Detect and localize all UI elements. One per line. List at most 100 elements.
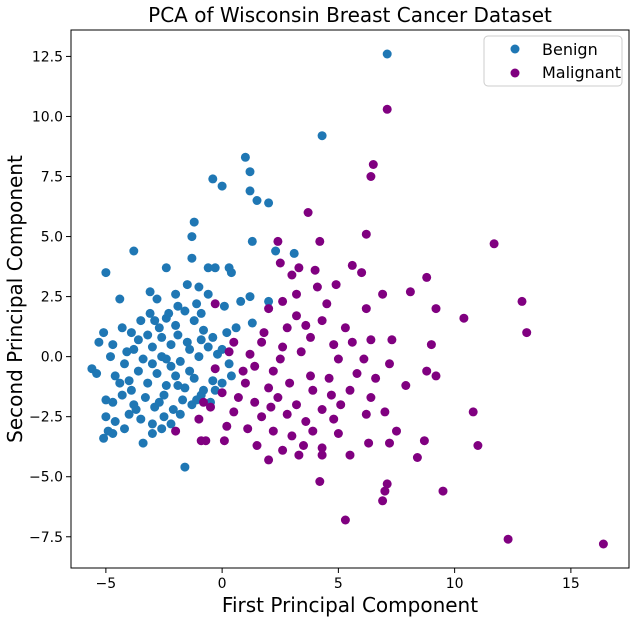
point-benign-3	[245, 167, 255, 177]
x-tick-label: 5	[334, 576, 343, 592]
point-malignant-16	[312, 282, 322, 292]
point-benign-12	[129, 246, 139, 256]
point-benign-90	[110, 417, 120, 426]
point-malignant-32	[340, 323, 350, 333]
point-malignant-22	[322, 299, 332, 309]
point-malignant-31	[317, 316, 327, 326]
point-benign-94	[159, 412, 169, 422]
x-tick-label: 0	[218, 576, 227, 592]
y-tick-label: 7.5	[41, 170, 63, 186]
point-benign-119	[122, 347, 132, 357]
point-malignant-87	[252, 441, 262, 450]
point-malignant-106	[598, 539, 608, 549]
point-benign-112	[166, 361, 176, 371]
y-tick-label: −2.5	[29, 410, 63, 426]
point-malignant-62	[273, 393, 283, 402]
point-benign-84	[168, 405, 178, 414]
point-benign-45	[199, 325, 208, 335]
point-malignant-88	[278, 445, 288, 455]
point-malignant-57	[326, 390, 336, 400]
point-malignant-41	[296, 347, 306, 357]
point-benign-1	[317, 131, 327, 141]
point-benign-49	[247, 318, 257, 328]
point-malignant-110	[206, 402, 215, 412]
point-benign-18	[203, 263, 213, 273]
point-malignant-46	[268, 366, 278, 376]
point-malignant-20	[378, 289, 388, 299]
point-malignant-71	[329, 414, 339, 424]
point-benign-126	[217, 344, 227, 354]
point-malignant-80	[308, 426, 318, 436]
point-malignant-34	[329, 340, 339, 350]
point-malignant-73	[380, 407, 390, 417]
point-benign-76	[217, 378, 227, 388]
point-benign-67	[133, 366, 143, 376]
point-malignant-98	[412, 453, 422, 462]
point-benign-4	[208, 174, 218, 184]
point-malignant-59	[401, 381, 411, 390]
point-malignant-49	[352, 369, 362, 378]
point-benign-78	[108, 397, 118, 407]
point-malignant-105	[503, 534, 513, 544]
point-benign-109	[196, 308, 206, 318]
point-malignant-19	[292, 289, 301, 299]
point-malignant-107	[210, 299, 220, 309]
point-benign-125	[226, 371, 236, 381]
legend-label-benign: Benign	[542, 40, 598, 59]
point-benign-106	[164, 308, 174, 318]
point-malignant-35	[347, 337, 357, 347]
point-benign-15	[289, 248, 299, 258]
point-benign-124	[210, 385, 220, 395]
point-malignant-51	[422, 366, 432, 376]
point-benign-62	[224, 359, 234, 369]
point-benign-70	[161, 381, 171, 390]
point-malignant-115	[217, 388, 227, 398]
point-malignant-61	[250, 397, 260, 407]
point-malignant-39	[257, 337, 267, 347]
point-malignant-55	[285, 378, 295, 388]
y-tick-label: −7.5	[29, 530, 63, 546]
point-benign-71	[171, 371, 181, 381]
point-malignant-77	[243, 424, 253, 434]
point-benign-122	[173, 381, 183, 390]
point-benign-43	[180, 306, 190, 316]
point-benign-57	[175, 356, 185, 366]
point-benign-0	[382, 49, 392, 59]
point-benign-89	[101, 412, 111, 422]
point-malignant-74	[468, 407, 478, 417]
point-malignant-70	[301, 417, 311, 426]
point-benign-9	[189, 217, 199, 227]
point-malignant-52	[431, 371, 441, 381]
point-malignant-38	[426, 340, 436, 350]
point-malignant-58	[345, 385, 355, 395]
point-malignant-119	[266, 402, 276, 412]
points-layer	[87, 49, 608, 549]
point-benign-6	[245, 186, 255, 196]
point-benign-75	[208, 376, 218, 386]
point-malignant-40	[278, 342, 288, 352]
point-benign-111	[147, 359, 157, 369]
point-benign-72	[180, 383, 190, 393]
y-tick-label: 12.5	[32, 49, 63, 65]
point-malignant-64	[317, 405, 327, 414]
point-benign-81	[140, 393, 150, 402]
point-malignant-94	[264, 455, 274, 465]
y-axis-ticks: −7.5 −5.0 −2.5 0.0 2.5 5.0 7.5 10.0 12.5	[29, 49, 71, 546]
point-benign-64	[92, 369, 102, 378]
point-benign-100	[120, 424, 129, 434]
point-benign-39	[145, 308, 155, 318]
point-malignant-53	[240, 378, 250, 388]
point-benign-65	[110, 371, 120, 381]
y-tick-label: −5.0	[29, 470, 63, 486]
point-malignant-6	[315, 236, 325, 246]
point-malignant-60	[233, 393, 243, 402]
point-benign-24	[152, 294, 162, 304]
x-tick-label: 15	[562, 576, 580, 592]
point-benign-103	[131, 405, 141, 414]
point-malignant-102	[438, 486, 448, 496]
point-malignant-24	[431, 304, 441, 314]
point-benign-19	[210, 263, 220, 273]
point-benign-8	[264, 198, 274, 208]
point-benign-85	[178, 395, 188, 405]
point-benign-129	[115, 378, 125, 388]
